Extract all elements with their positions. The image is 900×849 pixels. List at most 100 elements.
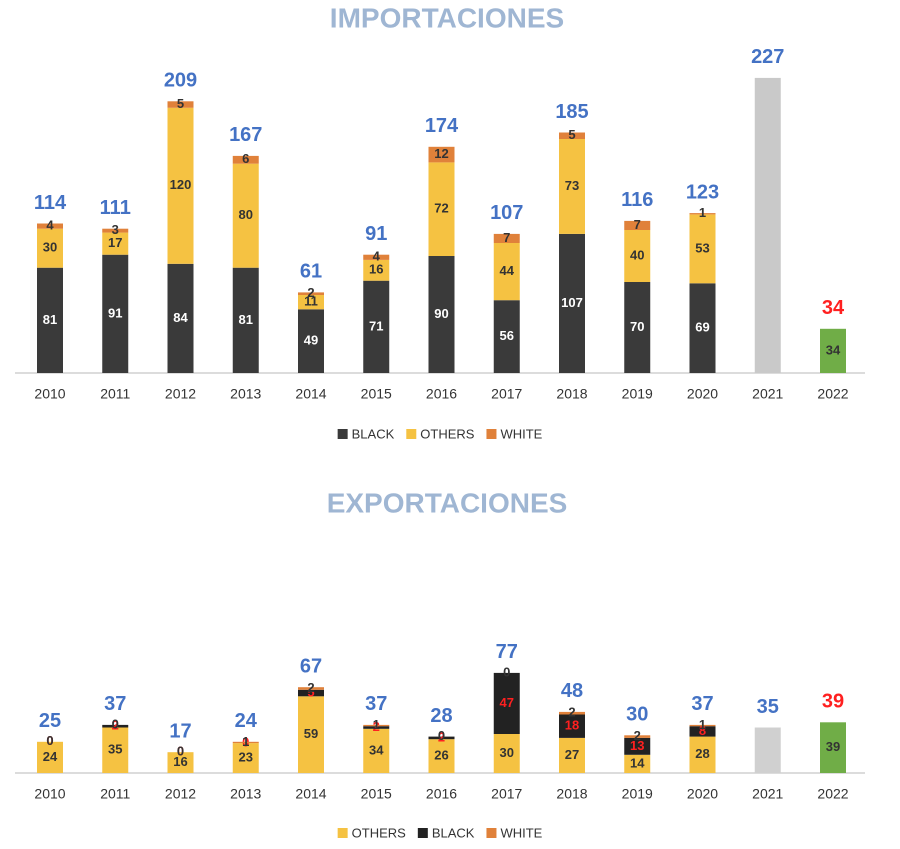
bar-segment (363, 728, 390, 773)
x-tick-label: 2012 (165, 386, 196, 402)
segment-label: 80 (239, 207, 253, 222)
total-label: 34 (822, 297, 845, 319)
bar-segment (428, 736, 455, 740)
segment-label: 2 (307, 680, 314, 695)
bar-segment (559, 737, 585, 773)
segment-label: 44 (500, 263, 515, 278)
bar-segment (493, 243, 520, 301)
x-tick-label: 2016 (426, 386, 457, 402)
bar-segment (363, 280, 390, 373)
legend-marker (486, 429, 497, 439)
bar (820, 722, 846, 773)
segment-label: 73 (565, 178, 579, 193)
total-label: 167 (229, 124, 262, 146)
legend-label: OTHERS (420, 426, 475, 441)
bar-segment (624, 754, 651, 773)
segment-label: 4 (373, 249, 381, 264)
legend-label: WHITE (500, 426, 542, 441)
bar-segment (298, 687, 324, 690)
segment-label: 120 (170, 177, 192, 192)
bar-segment (428, 739, 455, 773)
total-label: 123 (686, 181, 719, 203)
bar-segment (298, 309, 324, 373)
bar-segment (298, 295, 324, 310)
segment-label: 0 (503, 664, 510, 679)
bar-segment (37, 267, 63, 373)
segment-label: 1 (373, 717, 380, 732)
total-label: 107 (490, 202, 523, 224)
bar-segment (37, 223, 63, 229)
bar-segment (363, 254, 390, 260)
segment-label: 24 (43, 749, 58, 764)
x-tick-label: 2017 (491, 786, 522, 802)
bar-segment (624, 735, 651, 738)
legend-marker (417, 828, 428, 838)
segment-label: 35 (108, 742, 122, 757)
segment-label: 30 (43, 240, 57, 255)
bar-segment (298, 696, 324, 773)
segment-label: 26 (434, 748, 448, 763)
total-label: 91 (365, 223, 387, 245)
x-tick-label: 2020 (687, 386, 718, 402)
segment-label: 2 (568, 705, 575, 720)
segment-label: 12 (434, 146, 448, 161)
total-label: 25 (39, 710, 61, 732)
bar-segment (363, 724, 390, 727)
x-tick-label: 2019 (622, 386, 653, 402)
segment-label: 0 (438, 728, 445, 743)
segment-label: 53 (695, 240, 709, 255)
total-label: 28 (430, 705, 452, 727)
bar-segment (559, 233, 585, 373)
bar-segment (298, 292, 324, 295)
bar-segment (493, 300, 520, 373)
x-tick-label: 2014 (295, 386, 326, 402)
bar-segment (428, 162, 455, 256)
bar-segment (167, 101, 194, 108)
segment-label: 5 (307, 684, 314, 699)
bar-segment (232, 267, 259, 373)
segment-label: 8 (699, 723, 706, 738)
bar-segment (493, 734, 520, 773)
bar-segment (428, 256, 455, 373)
segment-label: 23 (239, 749, 253, 764)
x-tick-label: 2015 (361, 786, 392, 802)
segment-label: 16 (369, 262, 383, 277)
segment-label: 84 (173, 310, 188, 325)
segment-label: 16 (173, 754, 187, 769)
bar-segment (689, 213, 716, 215)
segment-label: 0 (177, 744, 184, 759)
bar-segment (624, 737, 651, 755)
total-label: 77 (496, 641, 518, 663)
bar-segment (232, 155, 259, 164)
x-tick-label: 2014 (295, 786, 326, 802)
legend-marker (406, 429, 417, 439)
bar-segment (689, 736, 716, 773)
bar-segment (167, 263, 194, 373)
total-label: 185 (555, 101, 588, 123)
bar-segment (102, 232, 129, 255)
total-label: 37 (365, 693, 387, 715)
total-label: 48 (561, 680, 583, 702)
bar-segment (689, 214, 716, 284)
x-tick-label: 2021 (752, 786, 783, 802)
bar-segment (102, 254, 129, 373)
total-label: 227 (751, 46, 784, 68)
legend-label: BLACK (432, 825, 475, 840)
bar-segment (559, 711, 585, 715)
bar-segment (559, 714, 585, 738)
segment-label: 2 (112, 718, 119, 733)
bar-segment (232, 741, 259, 744)
segment-label: 0 (46, 733, 53, 748)
x-tick-label: 2011 (100, 786, 130, 802)
bar-segment (559, 132, 585, 139)
x-tick-label: 2018 (556, 386, 587, 402)
total-label: 35 (757, 696, 779, 718)
segment-label: 40 (630, 247, 644, 262)
segment-label: 34 (369, 742, 384, 757)
total-label: 39 (822, 691, 844, 713)
total-label: 37 (691, 693, 713, 715)
x-tick-label: 2019 (622, 786, 653, 802)
x-tick-label: 2013 (230, 786, 261, 802)
bar-segment (37, 228, 63, 268)
